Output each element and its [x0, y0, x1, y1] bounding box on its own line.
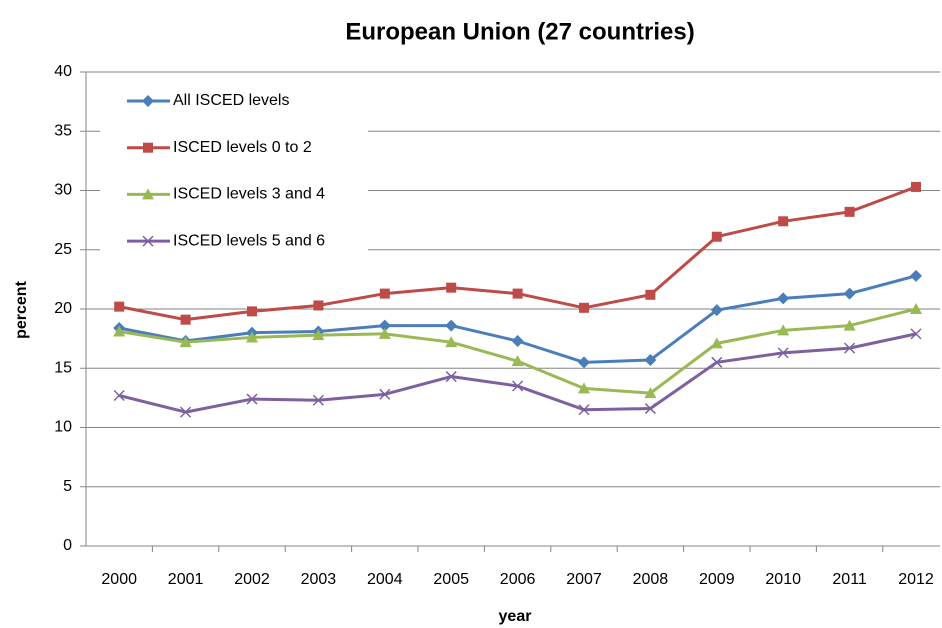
marker: [910, 269, 922, 282]
marker: [910, 303, 922, 314]
x-axis-title: year: [499, 608, 532, 625]
x-tick-label: 2006: [500, 571, 536, 588]
marker: [113, 325, 126, 337]
marker: [710, 304, 723, 317]
x-tick-label: 2008: [633, 571, 669, 588]
marker: [312, 394, 324, 406]
marker: [579, 302, 589, 313]
marker: [778, 216, 789, 227]
legend-label: All ISCED levels: [173, 92, 289, 109]
marker: [644, 387, 657, 399]
y-tick-label: 0: [63, 537, 72, 554]
marker: [379, 288, 390, 299]
legend-box: [100, 80, 368, 266]
x-tick-label: 2003: [301, 571, 337, 588]
marker: [313, 300, 324, 311]
x-tick-label: 2004: [367, 571, 403, 588]
y-tick-label: 30: [54, 182, 72, 199]
marker: [142, 188, 154, 200]
marker: [246, 393, 258, 405]
marker: [247, 306, 257, 317]
y-tick-label: 5: [63, 478, 72, 495]
marker: [143, 142, 153, 153]
x-tick-label: 2010: [765, 571, 801, 588]
marker: [710, 337, 723, 349]
marker: [843, 319, 856, 331]
marker: [113, 389, 125, 402]
marker: [114, 301, 125, 312]
marker: [512, 288, 523, 299]
marker: [378, 319, 391, 332]
marker: [777, 292, 790, 305]
marker: [445, 371, 457, 383]
y-tick-label: 40: [54, 63, 72, 80]
marker: [911, 181, 921, 192]
marker: [578, 356, 590, 369]
marker: [843, 287, 856, 300]
chart-title: European Union (27 countries): [345, 18, 694, 45]
marker: [142, 235, 154, 247]
marker: [445, 319, 458, 332]
marker: [645, 289, 656, 300]
marker: [711, 356, 723, 368]
marker: [844, 206, 855, 217]
x-tick-label: 2011: [832, 571, 867, 588]
marker: [511, 355, 524, 367]
x-tick-label: 2000: [101, 571, 137, 588]
legend-label: ISCED levels 0 to 2: [173, 139, 312, 156]
x-tick-label: 2012: [898, 571, 934, 588]
marker: [578, 382, 590, 394]
marker: [777, 347, 789, 359]
marker: [180, 406, 192, 418]
y-tick-label: 25: [54, 241, 72, 258]
marker: [910, 328, 922, 340]
marker: [644, 353, 657, 366]
marker: [246, 331, 258, 343]
x-tick-label: 2002: [234, 571, 270, 588]
x-tick-label: 2009: [699, 571, 735, 588]
marker: [378, 327, 391, 339]
x-tick-label: 2007: [566, 571, 602, 588]
marker: [379, 388, 391, 400]
y-tick-label: 35: [54, 122, 72, 139]
marker: [446, 282, 457, 293]
x-tick-label: 2001: [168, 571, 204, 588]
marker: [445, 336, 458, 348]
marker: [511, 334, 524, 347]
y-tick-label: 20: [54, 300, 72, 317]
marker: [711, 231, 722, 242]
marker: [179, 336, 192, 348]
x-tick-label: 2005: [433, 571, 469, 588]
y-tick-label: 10: [54, 419, 72, 436]
marker: [777, 324, 790, 336]
marker: [644, 403, 656, 415]
marker: [142, 95, 154, 107]
legend-label: ISCED levels 3 and 4: [173, 186, 325, 203]
marker: [578, 404, 590, 416]
legend-label: ISCED levels 5 and 6: [173, 232, 325, 249]
y-axis-title: percent: [13, 280, 30, 338]
marker: [180, 314, 191, 325]
marker: [312, 329, 325, 341]
marker: [512, 380, 524, 392]
marker: [844, 342, 856, 354]
y-tick-label: 15: [54, 359, 72, 376]
